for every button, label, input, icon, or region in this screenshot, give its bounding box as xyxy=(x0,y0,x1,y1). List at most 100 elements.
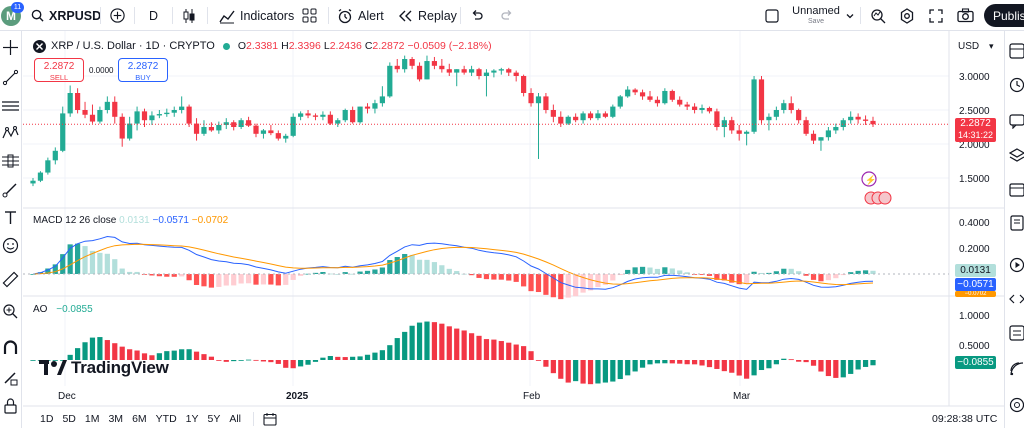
snapshot-button[interactable] xyxy=(957,0,974,31)
ao-histogram-bar xyxy=(848,360,854,374)
rewind-icon xyxy=(399,10,412,21)
event-flash-icon[interactable] xyxy=(861,171,877,187)
alert-button[interactable]: Alert xyxy=(337,0,384,31)
ao-histogram-bar xyxy=(238,360,244,361)
ideas-icon[interactable] xyxy=(1009,215,1024,231)
ao-histogram-bar xyxy=(312,360,319,362)
tradingview-logo[interactable]: TradingView xyxy=(39,358,169,378)
layouts-button[interactable] xyxy=(302,0,317,31)
buy-price: 2.2872 xyxy=(127,61,159,72)
pencil-lock-icon[interactable] xyxy=(2,369,19,386)
publish-button[interactable]: Publis xyxy=(984,4,1024,27)
macd-line xyxy=(32,235,874,290)
replay-button[interactable]: Replay xyxy=(398,0,457,31)
fullscreen-button[interactable] xyxy=(929,0,943,31)
alerts-clock-icon[interactable] xyxy=(1009,77,1024,93)
candle-body xyxy=(350,110,356,123)
period-1y[interactable]: 1Y xyxy=(185,413,199,425)
chart-canvas[interactable]: USD ▾ 3.0000 2.5000 2.0000 1.5000 0.4000… xyxy=(23,31,1004,411)
period-5d[interactable]: 5D xyxy=(62,413,76,425)
candle-body xyxy=(461,69,467,73)
price-axis-currency[interactable]: USD xyxy=(958,41,979,52)
macd-histogram-bar xyxy=(75,243,81,274)
layers-icon[interactable] xyxy=(1009,147,1024,163)
period-ytd[interactable]: YTD xyxy=(155,413,177,425)
ao-histogram-bar xyxy=(201,354,207,360)
indicators-button[interactable]: Indicators xyxy=(219,0,294,31)
redo-button[interactable] xyxy=(500,0,514,31)
notifications-icon[interactable] xyxy=(1009,325,1024,341)
macd-histogram-bar xyxy=(595,274,601,288)
symbol-title[interactable]: XRP / U.S. Dollar · 1D · CRYPTO xyxy=(51,40,215,52)
forecast-icon[interactable] xyxy=(2,153,19,170)
crosshair-icon[interactable] xyxy=(2,39,19,56)
text-icon[interactable] xyxy=(2,209,19,226)
market-status-dot[interactable] xyxy=(222,42,230,50)
candle-body xyxy=(788,103,794,110)
chat-icon[interactable] xyxy=(1009,113,1024,129)
undo-button[interactable] xyxy=(470,0,484,31)
pine-editor-icon[interactable] xyxy=(1009,291,1024,307)
candle-body xyxy=(833,127,839,131)
period-6m[interactable]: 6M xyxy=(132,413,147,425)
ruler-icon[interactable] xyxy=(2,271,19,288)
candle-body xyxy=(312,115,319,117)
macd-histogram-bar xyxy=(751,271,757,274)
macd-histogram-bar xyxy=(617,274,623,276)
candle-body xyxy=(818,137,824,141)
macd-histogram-bar xyxy=(112,259,118,274)
candle-body xyxy=(751,79,757,132)
plus-circle-icon xyxy=(110,8,125,23)
pattern-icon[interactable] xyxy=(2,125,19,142)
period-5y[interactable]: 5Y xyxy=(207,413,221,425)
candle-body xyxy=(744,131,750,134)
macd-legend[interactable]: MACD 12 26 close 0.0131 −0.0571 −0.0702 xyxy=(33,215,228,226)
economic-event-icon[interactable] xyxy=(878,191,892,205)
undo-icon xyxy=(472,9,483,20)
layout-menu-button[interactable] xyxy=(845,0,855,31)
emoji-icon[interactable] xyxy=(2,237,19,254)
calendar-icon[interactable] xyxy=(1009,181,1024,197)
macd-histogram-bar xyxy=(781,268,787,274)
candle-body xyxy=(327,114,333,124)
horizontal-lines-icon[interactable] xyxy=(2,97,19,114)
zoom-in-icon[interactable] xyxy=(2,303,19,320)
brush-icon[interactable] xyxy=(2,181,19,198)
buy-button[interactable]: 2.2872 BUY xyxy=(118,58,168,82)
sell-button[interactable]: 2.2872 SELL xyxy=(34,58,84,82)
lock-icon[interactable] xyxy=(2,397,19,414)
signal-icon[interactable] xyxy=(1009,361,1024,377)
calendar-range-icon[interactable] xyxy=(263,412,277,426)
quick-search-button[interactable] xyxy=(870,0,886,31)
period-1d[interactable]: 1D xyxy=(40,413,54,425)
streams-icon[interactable] xyxy=(1009,257,1024,273)
watchlist-icon[interactable] xyxy=(1009,43,1024,59)
help-icon[interactable] xyxy=(1009,397,1024,413)
layout-name-button[interactable]: Unnamed Save xyxy=(792,5,840,27)
open-value: 2.3381 xyxy=(246,40,279,52)
layout-checkbox[interactable] xyxy=(765,0,779,31)
candle-body xyxy=(766,116,772,121)
magnet-icon[interactable] xyxy=(2,339,19,356)
trend-line-icon[interactable] xyxy=(2,69,19,86)
utc-clock[interactable]: 09:28:38 UTC xyxy=(932,413,998,425)
candle-body xyxy=(617,96,623,107)
candle-body xyxy=(290,116,296,136)
ao-histogram-bar xyxy=(781,358,787,360)
ao-legend[interactable]: AO −0.0855 xyxy=(33,304,93,315)
chart-type-button[interactable] xyxy=(181,0,197,31)
candle-body xyxy=(216,124,222,131)
candle-body xyxy=(283,135,289,139)
period-3m[interactable]: 3M xyxy=(108,413,124,425)
macd-histogram-bar xyxy=(327,273,333,275)
candle-body xyxy=(796,110,802,121)
settings-button[interactable] xyxy=(899,0,915,31)
macd-histogram-bar xyxy=(744,274,750,285)
period-all[interactable]: All xyxy=(229,413,242,425)
compare-symbol-button[interactable] xyxy=(109,0,126,31)
interval-button[interactable]: D xyxy=(149,0,158,31)
publish-label: Publis xyxy=(993,8,1024,23)
period-1m[interactable]: 1M xyxy=(84,413,100,425)
macd-signal-tag: −0.0702 xyxy=(955,291,996,297)
symbol-search[interactable]: XRPUSD xyxy=(31,0,101,31)
